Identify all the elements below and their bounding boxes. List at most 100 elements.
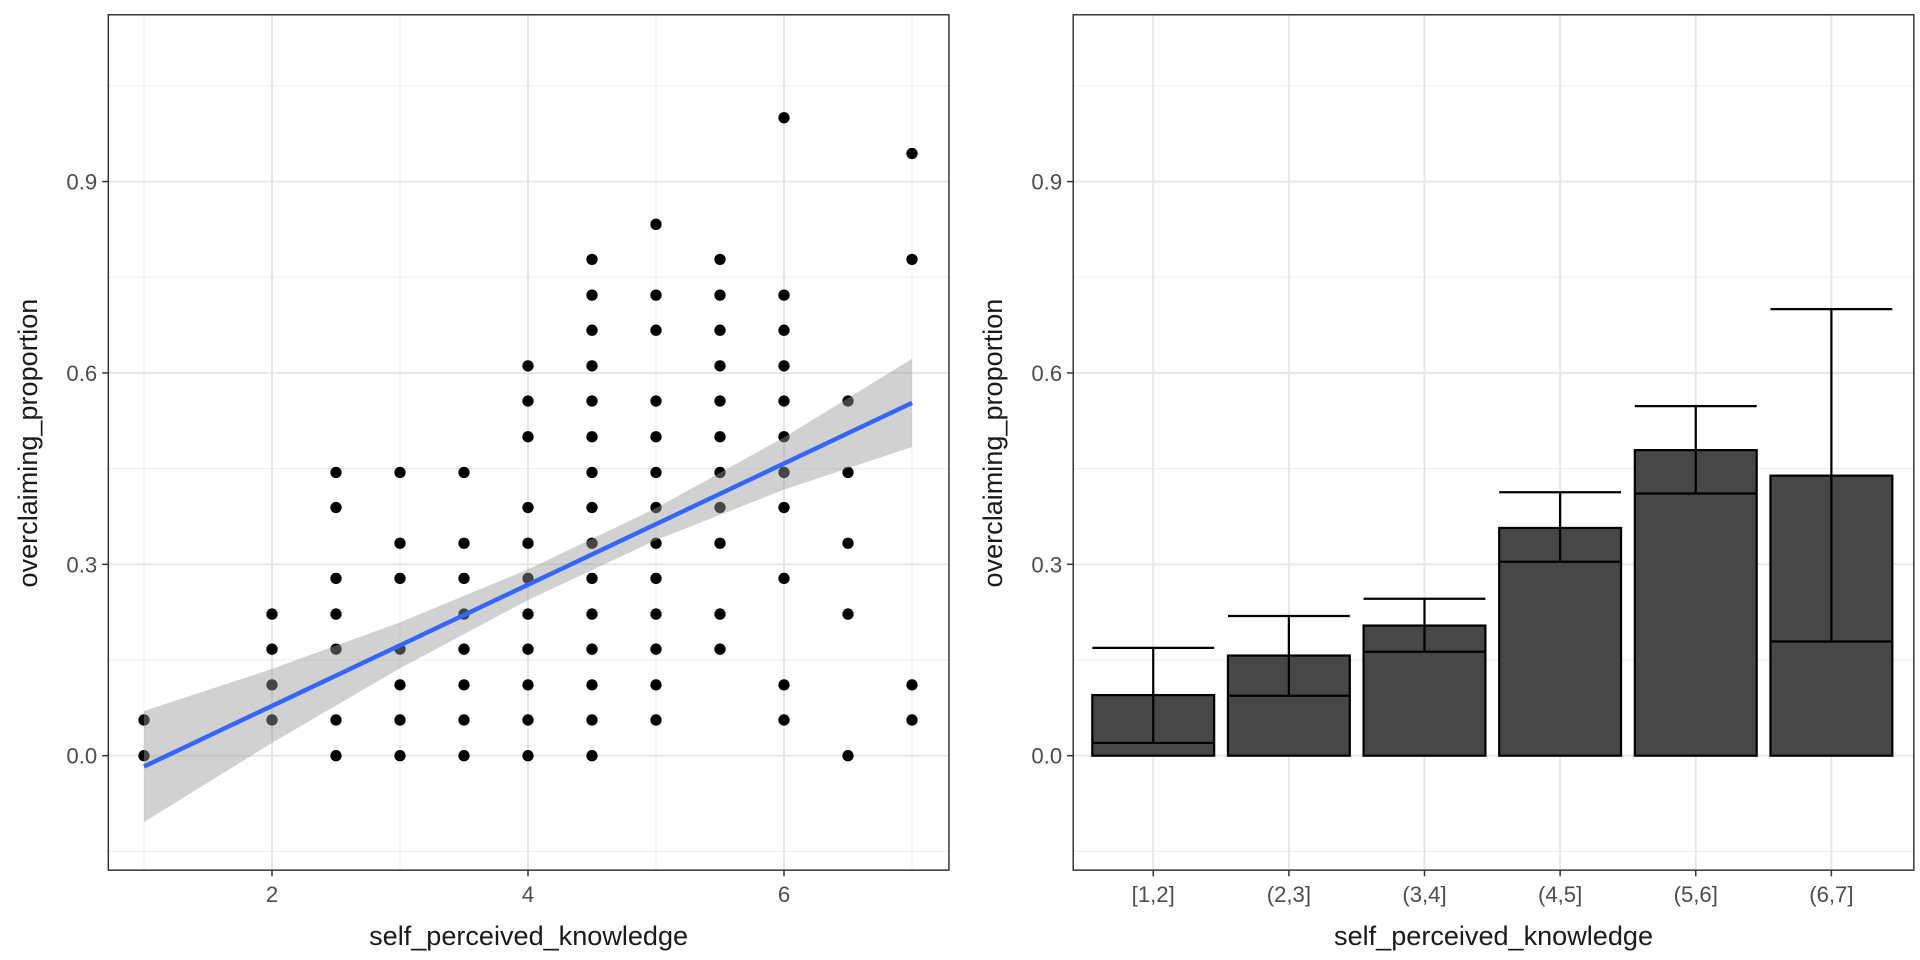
data-point [714, 466, 726, 479]
data-point [650, 324, 662, 336]
right-y-axis-title: overclaiming_proportion [977, 299, 1008, 588]
data-point [778, 360, 790, 372]
data-point [522, 750, 534, 762]
data-point [522, 679, 534, 691]
data-point [394, 466, 406, 479]
data-point [394, 572, 406, 585]
y-tick-label: 0.6 [66, 361, 97, 386]
data-point [714, 608, 726, 620]
data-point [586, 289, 598, 301]
data-point [586, 714, 598, 726]
data-point [586, 643, 598, 655]
data-point [586, 431, 598, 443]
data-point [138, 750, 150, 762]
data-point [778, 112, 790, 124]
data-point [906, 147, 918, 160]
confidence-band [144, 358, 912, 823]
x-tick-label: (5,6] [1674, 882, 1718, 907]
data-point [842, 750, 854, 762]
data-point [778, 324, 790, 336]
data-point [266, 608, 278, 620]
data-point [650, 679, 662, 691]
scatter-panel: 0.0 0.3 0.6 0.9 2 4 6 [66, 14, 950, 907]
data-point [778, 466, 790, 479]
left-y-axis-title: overclaiming_proportion [12, 299, 43, 588]
data-point [586, 750, 598, 762]
data-point [522, 395, 534, 407]
data-point [650, 395, 662, 407]
data-point [394, 750, 406, 762]
data-point [714, 537, 726, 549]
x-tick-label: [1,2] [1132, 882, 1175, 907]
data-point [522, 501, 534, 514]
data-point [586, 679, 598, 691]
data-point [650, 608, 662, 620]
x-tick-label: (2,3] [1267, 882, 1311, 907]
y-tick-label: 0.3 [66, 552, 97, 577]
data-point [330, 643, 342, 655]
data-point [714, 395, 726, 407]
data-point [458, 750, 470, 762]
x-tick-label: (6,7] [1809, 882, 1853, 907]
data-point [778, 679, 790, 691]
y-tick-label: 0.0 [66, 744, 97, 769]
y-tick-label: 0.9 [66, 170, 97, 195]
data-point [266, 714, 278, 726]
data-point [586, 608, 598, 620]
regression-line [143, 400, 913, 769]
data-point [522, 643, 534, 655]
data-point [714, 289, 726, 301]
data-point [330, 750, 342, 762]
right-x-axis-title: self_perceived_knowledge [1334, 920, 1653, 951]
data-point [714, 501, 726, 514]
data-point [906, 679, 918, 691]
panel-border [1072, 14, 1915, 871]
data-point [586, 360, 598, 372]
data-point [266, 679, 278, 691]
data-point [586, 572, 598, 585]
data-point [586, 253, 598, 266]
data-point [458, 679, 470, 691]
data-point [714, 360, 726, 372]
data-point [650, 537, 662, 549]
data-point [394, 679, 406, 691]
data-point [650, 218, 662, 230]
data-point [778, 572, 790, 585]
bar [1633, 449, 1758, 757]
data-point [330, 608, 342, 620]
data-point [650, 643, 662, 655]
data-point [586, 466, 598, 479]
data-point [586, 395, 598, 407]
data-point [906, 253, 918, 266]
data-point [714, 324, 726, 336]
y-tick-label: 0.0 [1031, 744, 1062, 769]
data-point [650, 289, 662, 301]
data-point [458, 466, 470, 479]
data-point [842, 537, 854, 549]
data-point [714, 643, 726, 655]
data-point [650, 714, 662, 726]
y-tick-label: 0.3 [1031, 552, 1062, 577]
data-point [330, 466, 342, 479]
data-point [522, 537, 534, 549]
x-tick-label: 6 [778, 882, 790, 907]
data-point [650, 466, 662, 479]
bar [1498, 526, 1623, 757]
data-point [522, 714, 534, 726]
data-point [778, 289, 790, 301]
left-x-axis-title: self_perceived_knowledge [369, 920, 688, 951]
data-point [778, 714, 790, 726]
data-point [458, 714, 470, 726]
data-point [522, 608, 534, 620]
data-point [522, 431, 534, 443]
data-point [650, 572, 662, 585]
data-point [906, 714, 918, 726]
x-tick-label: 4 [522, 882, 534, 907]
x-tick-label: 2 [266, 882, 278, 907]
data-point [778, 431, 790, 443]
data-point [586, 537, 598, 549]
data-point [778, 501, 790, 514]
data-point [138, 714, 150, 726]
bar-panel: 0.0 0.3 0.6 0.9 [1,2] (2,3] (3,4] (4,5] (5,6] (6,… [1031, 14, 1915, 907]
